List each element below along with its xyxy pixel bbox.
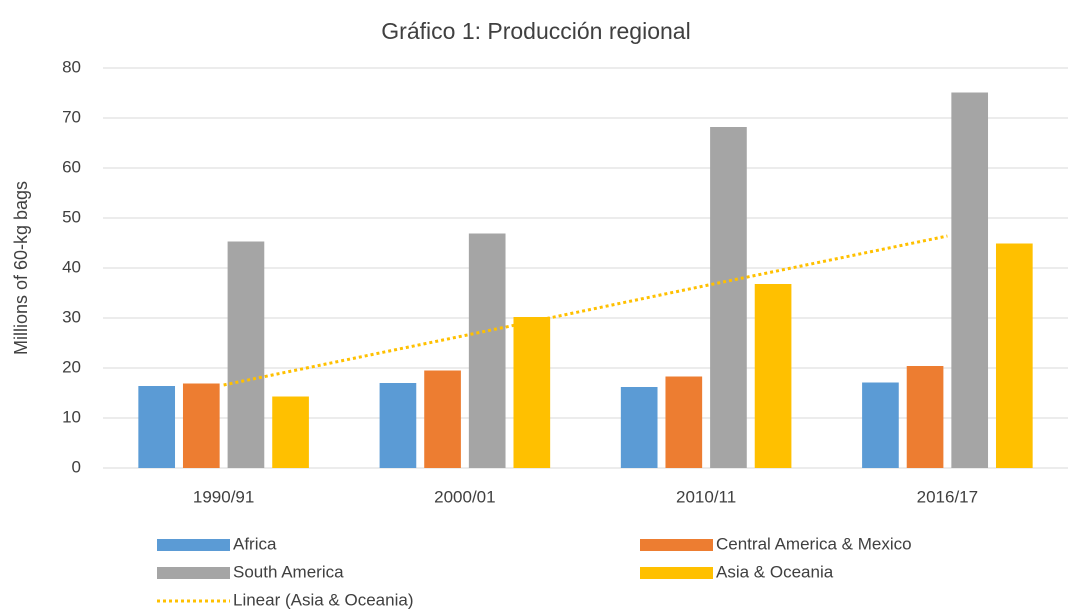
bar	[906, 366, 944, 468]
x-tick-label: 2000/01	[434, 487, 495, 506]
bar	[468, 233, 506, 468]
bar	[272, 396, 309, 468]
chart-title: Gráfico 1: Producción regional	[381, 18, 690, 44]
legend-swatch	[640, 539, 713, 551]
y-tick-label: 70	[62, 107, 81, 126]
y-tick-label: 60	[62, 157, 81, 176]
bar	[227, 241, 265, 468]
legend-swatch	[640, 567, 713, 579]
trendline	[223, 234, 948, 387]
y-tick-label: 10	[62, 407, 81, 426]
bar	[138, 386, 176, 468]
x-tick-label: 2016/17	[917, 487, 978, 506]
y-tick-label: 0	[72, 457, 81, 476]
legend-label: South America	[233, 562, 344, 581]
y-tick-label: 50	[62, 207, 81, 226]
bar	[379, 383, 417, 468]
x-tick-label: 1990/91	[193, 487, 254, 506]
bar	[862, 382, 899, 468]
legend-label: Africa	[233, 534, 277, 553]
legend-label: Asia & Oceania	[716, 562, 834, 581]
bar	[754, 284, 792, 468]
bar	[620, 387, 658, 468]
bar	[951, 92, 989, 468]
legend-label: Linear (Asia & Oceania)	[233, 590, 413, 609]
legend-swatch	[157, 567, 230, 579]
bar	[665, 376, 703, 468]
bar	[995, 243, 1033, 468]
y-tick-label: 30	[62, 307, 81, 326]
y-axis-label: Millions of 60-kg bags	[11, 181, 31, 355]
y-tick-label: 80	[62, 57, 81, 76]
legend-swatch	[157, 539, 230, 551]
y-tick-label: 40	[62, 257, 81, 276]
bar	[710, 127, 747, 468]
bar	[513, 317, 551, 468]
bar	[182, 383, 220, 468]
y-tick-label: 20	[62, 357, 81, 376]
legend-label: Central America & Mexico	[716, 534, 912, 553]
bar	[424, 370, 461, 468]
x-tick-label: 2010/11	[676, 487, 736, 506]
